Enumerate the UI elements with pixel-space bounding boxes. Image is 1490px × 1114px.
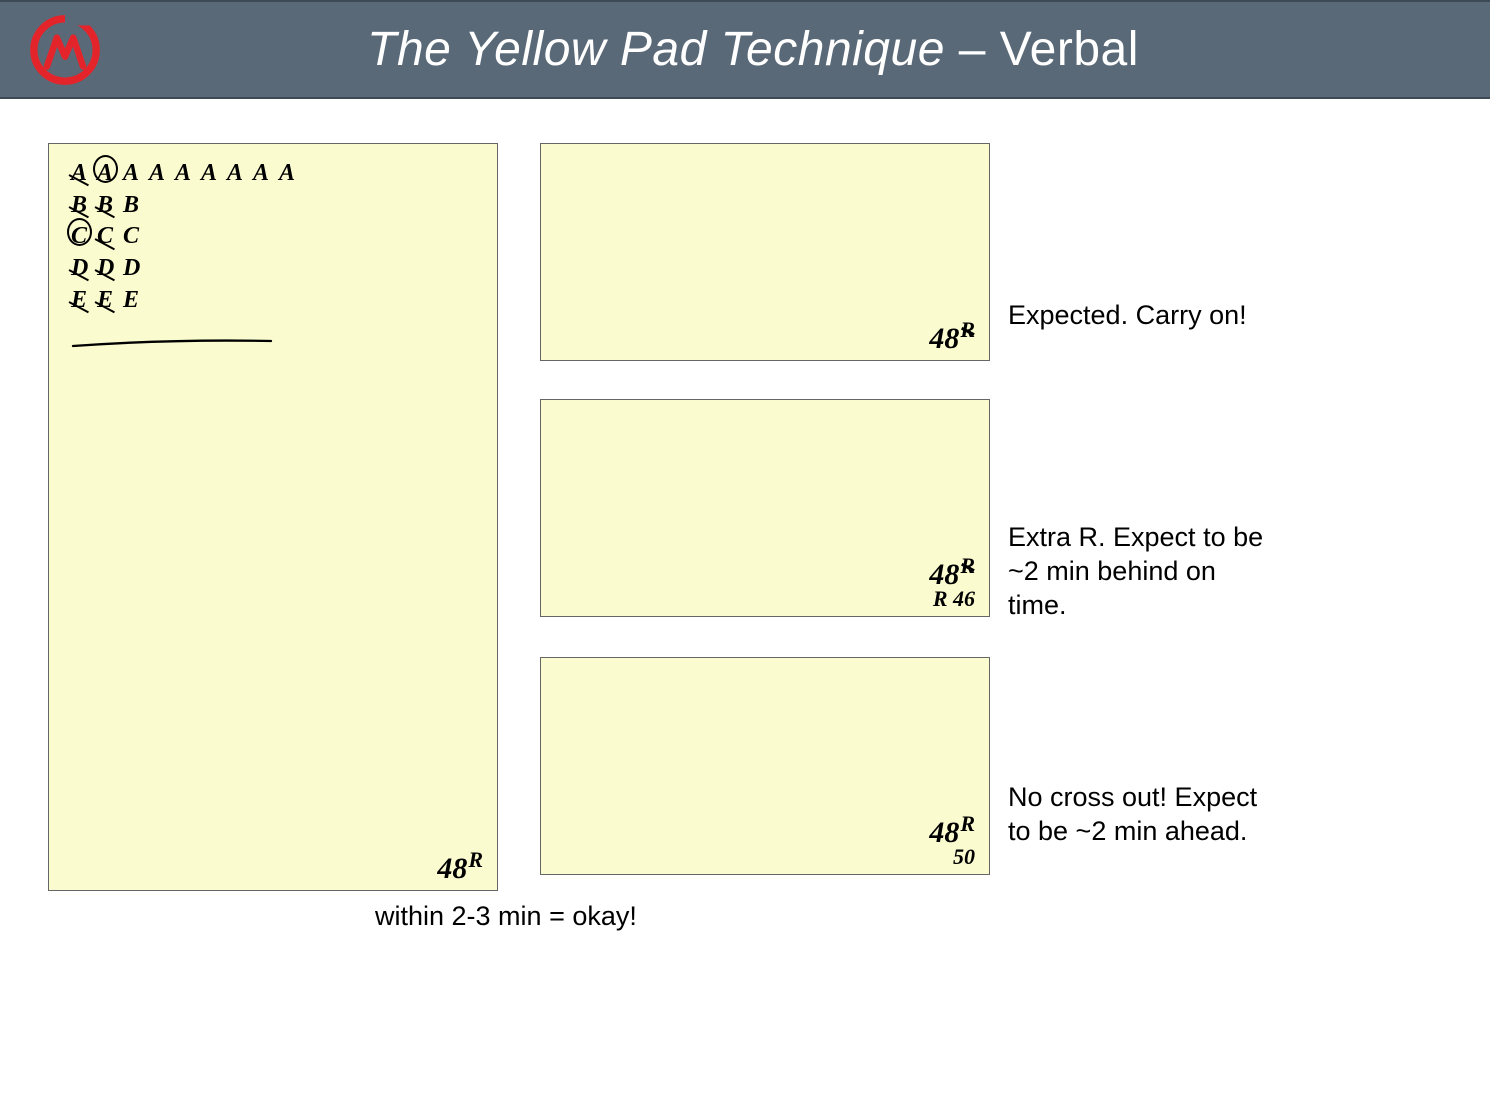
answer-letter: A (253, 158, 271, 190)
answer-letter: E (97, 285, 115, 317)
circle-mark (67, 218, 92, 246)
scenario-3-caption: No cross out! Expect to be ~2 min ahead. (1008, 781, 1268, 849)
scenario-2-caption: Extra R. Expect to be ~2 min behind on t… (1008, 521, 1268, 622)
answer-letter: A (227, 158, 245, 190)
strike-mark (68, 175, 88, 187)
underline-stroke (71, 336, 273, 350)
answer-letter: A (123, 158, 141, 190)
main-corner-number: 48 (437, 852, 467, 885)
logo-icon (24, 9, 106, 91)
slide-header: The Yellow Pad Technique – Verbal (0, 0, 1490, 99)
title-plain-part: Verbal (1000, 23, 1139, 76)
answer-rows: A A A A A A A A AB B BC C CD D DE E E (71, 158, 297, 316)
answer-letter: B (97, 190, 115, 222)
answer-letter: C (71, 221, 89, 253)
scenario-1-corner: 48R (929, 319, 975, 354)
slide-body: A A A A A A A A AB B BC C CD D DE E E 48… (0, 99, 1490, 1114)
strike-mark (68, 301, 88, 313)
scenario-2-corner: 48R R 46 (929, 555, 975, 610)
answer-letter: E (123, 285, 141, 317)
strike-mark (94, 270, 114, 282)
answer-letter: D (71, 253, 89, 285)
answer-letter: C (123, 221, 141, 253)
answer-letter: A (175, 158, 193, 190)
answer-letter: A (279, 158, 297, 190)
strike-mark (94, 238, 114, 250)
scenario-1-number: 48 (929, 322, 959, 355)
answer-letter: E (71, 285, 89, 317)
footnote-text: within 2-3 min = okay! (375, 901, 637, 932)
answer-letter: A (71, 158, 89, 190)
scenario-pad-1: 48R (540, 143, 990, 361)
circle-mark (93, 155, 118, 183)
scenario-3-sup: R (960, 811, 975, 836)
answer-letter: D (97, 253, 115, 285)
scenario-pad-2: 48R R 46 (540, 399, 990, 617)
answer-letter: D (123, 253, 141, 285)
answer-row: B B B (71, 190, 297, 222)
answer-row: A A A A A A A A A (71, 158, 297, 190)
strike-mark (94, 301, 114, 313)
main-pad-corner: 48R (437, 849, 483, 884)
answer-letter: B (71, 190, 89, 222)
title-separator: – (945, 23, 1000, 76)
title-italic-part: The Yellow Pad Technique (367, 23, 945, 76)
main-yellow-pad: A A A A A A A A AB B BC C CD D DE E E 48… (48, 143, 498, 891)
slide-title: The Yellow Pad Technique – Verbal (106, 22, 1490, 77)
strike-mark (94, 206, 114, 218)
answer-letter: C (97, 221, 115, 253)
answer-letter: B (123, 190, 141, 222)
answer-row: E E E (71, 285, 297, 317)
strike-mark (68, 270, 88, 282)
main-corner-sup: R (468, 847, 483, 872)
scenario-3-sub: 50 (929, 846, 975, 868)
scenario-1-caption: Expected. Carry on! (1008, 299, 1268, 333)
answer-row: C C C (71, 221, 297, 253)
answer-letter: A (201, 158, 219, 190)
answer-letter: A (97, 158, 115, 190)
scenario-pad-3: 48R 50 (540, 657, 990, 875)
strike-mark (68, 206, 88, 218)
scenario-3-corner: 48R 50 (929, 813, 975, 868)
scenario-2-sub: R 46 (929, 588, 975, 610)
answer-letter: A (149, 158, 167, 190)
answer-row: D D D (71, 253, 297, 285)
